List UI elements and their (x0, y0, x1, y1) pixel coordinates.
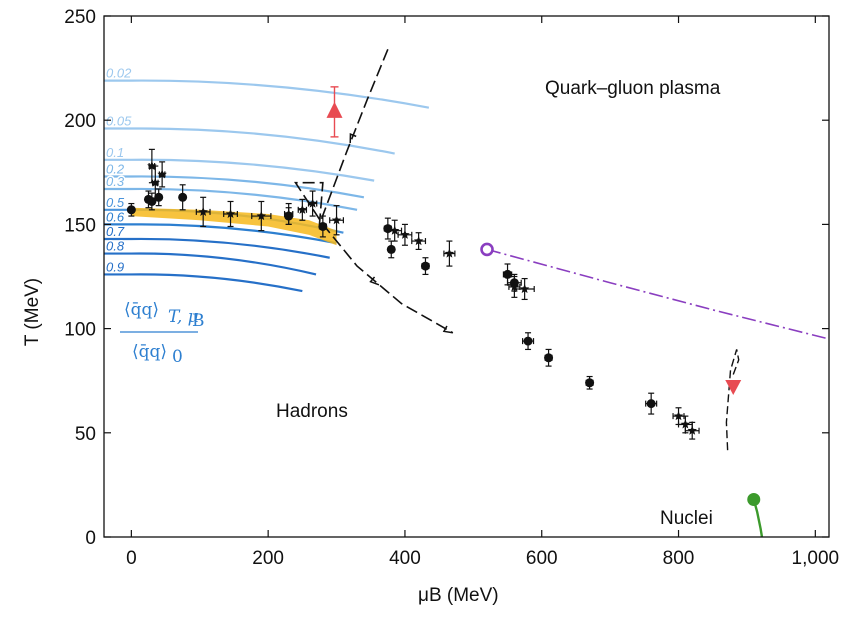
trajectory-arrow (442, 325, 453, 334)
plot-frame (103, 15, 830, 538)
condensate-numerator-subsubscript: B (192, 311, 205, 331)
x-tick-label: 600 (526, 548, 558, 569)
y-tick-label: 0 (85, 528, 96, 549)
data-point-circle (318, 221, 328, 231)
x-tick-label: 200 (252, 548, 284, 569)
contour-line (104, 237, 330, 259)
contour-line (104, 273, 303, 293)
data-point-star (680, 419, 691, 429)
contour-label: 0.9 (106, 259, 124, 274)
contour-line (104, 79, 430, 109)
data-point-star (413, 236, 424, 246)
data-point-circle (126, 205, 136, 215)
critical-point-marker (480, 242, 494, 257)
y-tick-label: 150 (64, 215, 96, 236)
data-point-star (256, 211, 267, 221)
data-point-circle (585, 378, 595, 388)
data-point-circle (544, 353, 554, 363)
collision-trajectory-line (294, 49, 454, 334)
red-triangle-down-marker (725, 379, 742, 395)
data-point-star (400, 229, 410, 239)
contour-label: 0.2 (106, 161, 125, 176)
data-point-circle (178, 192, 188, 202)
data-point-circle (503, 269, 513, 279)
condensate-contours: 0.02 0.05 0.10.20.3 0.50.60.70.8 0.9 (104, 64, 430, 293)
data-point-star (297, 204, 308, 214)
red-triangle-up-marker (326, 101, 343, 118)
data-point-star (225, 208, 236, 219)
axes: 0 200 400 600 800 1,000 0 50 100 150 200 250 (64, 7, 839, 569)
first-order-transition-line (486, 248, 830, 340)
contour-label: 0.3 (106, 174, 125, 189)
data-point-star (150, 177, 161, 187)
data-point-circle (523, 336, 533, 346)
data-point-star (687, 425, 697, 435)
region-label-qgp: Quark–gluon plasma (545, 78, 721, 99)
condensate-denominator: ⟨q̄q⟩ (132, 342, 167, 362)
contour-label: 0.05 (106, 114, 132, 129)
contour-label: 0.1 (106, 145, 124, 160)
data-point-star (331, 215, 342, 225)
x-tick-label: 0 (126, 548, 137, 569)
x-tick-label: 1,000 (792, 548, 840, 569)
y-tick-label: 50 (75, 424, 96, 445)
data-point-star (147, 161, 157, 171)
data-points (126, 86, 761, 506)
data-point-star (673, 411, 684, 421)
data-point-star (519, 284, 530, 294)
y-tick-label: 250 (64, 7, 96, 28)
condensate-numerator: ⟨q̄q⟩ (124, 300, 159, 320)
nuclear-point-marker (747, 492, 761, 506)
condensate-denominator-subscript: 0 (172, 347, 183, 367)
data-point-star (198, 206, 208, 216)
y-axis-label: T (MeV) (22, 278, 43, 346)
region-label-hadrons: Hadrons (276, 401, 348, 422)
data-point-star (307, 198, 318, 208)
condensate-numerator-subscript: T, μ (168, 307, 199, 327)
contour-line (104, 175, 365, 199)
contour-label: 0.7 (106, 224, 125, 239)
trajectory-lines (294, 49, 830, 538)
data-point-circle (646, 399, 656, 409)
y-tick-label: 200 (64, 111, 96, 132)
contour-line (104, 187, 358, 211)
trajectory-arrow (349, 133, 357, 144)
contour-label: 0.6 (106, 209, 125, 224)
nuclear-trajectory-line (725, 349, 740, 454)
contour-line (104, 127, 395, 155)
condensate-ratio-label: ⟨q̄q⟩ T, μ B ⟨q̄q⟩ 0 (120, 300, 205, 367)
y-tick-label: 100 (64, 320, 96, 341)
data-point-star (389, 225, 400, 235)
contour-line (104, 223, 337, 245)
data-point-circle (386, 244, 396, 254)
contour-line (104, 252, 317, 276)
data-point-star (444, 248, 455, 258)
region-label-nuclei: Nuclei (660, 508, 713, 529)
data-point-star (157, 169, 167, 179)
contour-line (104, 158, 375, 182)
x-tick-label: 800 (663, 548, 695, 569)
x-tick-label: 400 (389, 548, 421, 569)
contour-label: 0.8 (106, 239, 125, 254)
contour-label: 0.5 (106, 195, 125, 210)
data-point-circle (420, 261, 430, 271)
data-point-star (509, 281, 520, 291)
x-axis-label: μB (MeV) (418, 585, 499, 606)
contour-label: 0.02 (106, 66, 132, 81)
data-point-star (283, 208, 294, 219)
trajectory-arrow (369, 276, 380, 286)
